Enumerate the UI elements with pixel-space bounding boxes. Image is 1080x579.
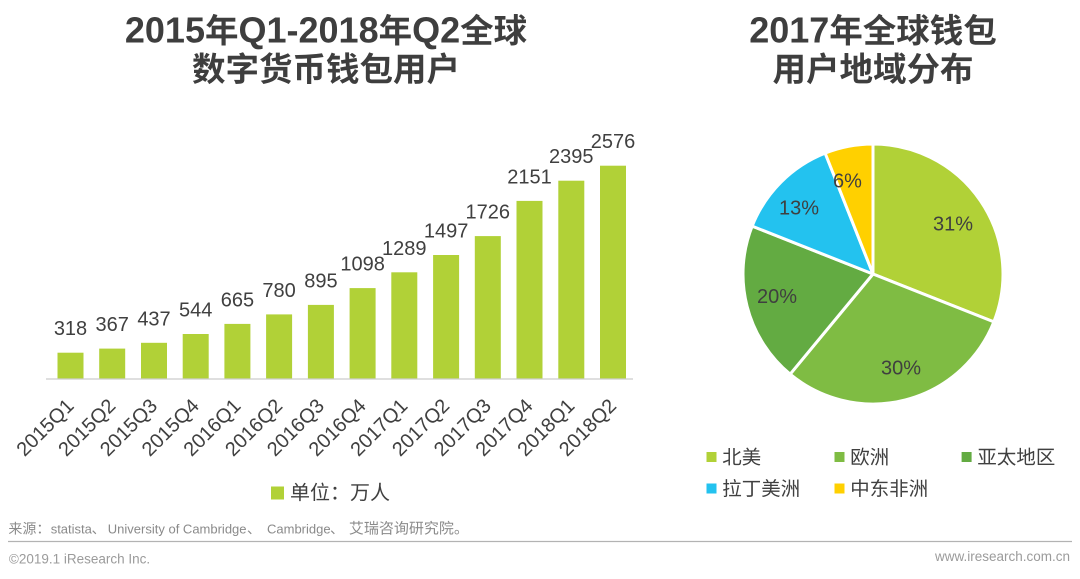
- svg-text:University of Cambridge: University of Cambridge: [108, 522, 247, 537]
- svg-text:2017: 2017: [749, 10, 829, 51]
- svg-text:Cambridge: Cambridge: [267, 522, 331, 537]
- svg-text:2395: 2395: [549, 146, 594, 168]
- svg-text:2015: 2015: [125, 10, 205, 51]
- svg-text:665: 665: [221, 289, 254, 311]
- svg-text:1098: 1098: [340, 254, 385, 276]
- svg-text:30%: 30%: [881, 357, 921, 379]
- svg-text:20%: 20%: [757, 286, 797, 308]
- svg-text:www.iresearch.com.cn: www.iresearch.com.cn: [934, 549, 1070, 564]
- svg-text:895: 895: [304, 270, 337, 292]
- svg-text:1289: 1289: [382, 238, 427, 260]
- svg-text:©2019.1 iResearch Inc.: ©2019.1 iResearch Inc.: [9, 552, 150, 567]
- svg-text:13%: 13%: [779, 197, 819, 219]
- svg-text:544: 544: [179, 300, 212, 322]
- svg-text:statista: statista: [51, 522, 93, 537]
- svg-text:Q2: Q2: [412, 10, 460, 51]
- svg-text:2151: 2151: [507, 166, 552, 188]
- svg-text:367: 367: [96, 314, 129, 336]
- svg-text:2576: 2576: [591, 131, 636, 153]
- svg-text:780: 780: [262, 280, 295, 302]
- svg-text:1497: 1497: [424, 221, 469, 243]
- svg-text:437: 437: [137, 308, 170, 330]
- svg-text:1726: 1726: [466, 202, 511, 224]
- svg-text:Q1-2018: Q1-2018: [239, 10, 379, 51]
- svg-text:6%: 6%: [833, 170, 862, 192]
- svg-text:31%: 31%: [933, 213, 973, 235]
- svg-text:318: 318: [54, 318, 87, 340]
